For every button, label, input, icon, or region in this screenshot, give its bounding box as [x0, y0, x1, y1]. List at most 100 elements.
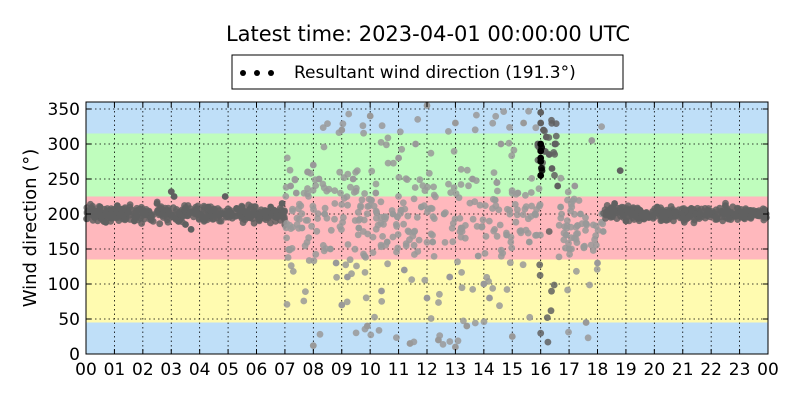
data-point [364, 230, 372, 238]
data-point [415, 236, 423, 244]
data-point [199, 214, 206, 221]
data-point [552, 132, 560, 140]
data-point [696, 210, 704, 218]
data-point [221, 193, 229, 200]
data-point [361, 269, 369, 276]
data-point [357, 202, 364, 210]
data-point [508, 244, 516, 252]
data-point [210, 215, 218, 223]
data-point [496, 302, 503, 310]
data-point [521, 205, 529, 213]
data-point [287, 225, 295, 233]
data-point [331, 187, 339, 195]
data-point [555, 221, 563, 229]
x-tick-label: 19 [615, 360, 637, 380]
data-point [577, 210, 584, 218]
data-point [361, 252, 368, 260]
data-point [367, 331, 375, 339]
data-point [410, 241, 418, 249]
data-point [283, 234, 290, 242]
legend: Resultant wind direction (191.3°) [231, 54, 624, 90]
data-point [354, 208, 362, 216]
data-point [414, 116, 422, 123]
data-point [363, 322, 371, 330]
data-point [482, 233, 490, 240]
data-point [331, 215, 338, 223]
data-point [336, 223, 344, 231]
data-point [613, 215, 621, 223]
data-point [565, 245, 573, 253]
data-point [351, 245, 359, 253]
data-point [153, 200, 161, 207]
data-point [584, 334, 592, 342]
data-point [411, 184, 419, 191]
data-point [476, 201, 484, 209]
data-point [400, 220, 407, 228]
data-point [393, 334, 400, 341]
data-point [156, 220, 164, 228]
point-series [537, 140, 546, 179]
data-point [594, 227, 602, 234]
data-point [119, 212, 127, 219]
data-point [130, 217, 138, 225]
y-tick-label: 250 [48, 170, 80, 190]
chart-title: Latest time: 2023-04-01 00:00:00 UTC [226, 22, 630, 46]
data-point [353, 184, 360, 192]
data-point [503, 231, 510, 239]
data-point [332, 259, 340, 267]
data-point [460, 317, 467, 325]
data-point [324, 120, 331, 127]
data-point [494, 187, 501, 195]
x-tick-label: 16 [530, 360, 552, 380]
data-point [244, 214, 252, 221]
data-point [557, 174, 565, 182]
data-point [97, 212, 105, 220]
data-point [591, 236, 598, 243]
data-point [398, 145, 406, 153]
data-point [527, 189, 535, 196]
data-point [519, 261, 527, 269]
data-point [524, 215, 532, 223]
data-point [384, 134, 392, 142]
data-point [489, 119, 497, 127]
data-point [278, 200, 286, 207]
data-point [564, 286, 571, 294]
data-point [435, 336, 442, 344]
data-point [346, 256, 354, 264]
data-point [725, 209, 733, 217]
data-point [458, 269, 465, 276]
data-point [586, 281, 593, 289]
data-point [679, 214, 687, 221]
data-point [471, 319, 479, 327]
data-point [508, 189, 516, 197]
data-point [593, 266, 601, 273]
data-point [383, 238, 391, 246]
data-point [368, 196, 375, 204]
data-point [401, 205, 409, 213]
data-point [296, 200, 303, 208]
data-point [548, 287, 555, 295]
data-point [361, 190, 368, 197]
data-point [473, 223, 481, 230]
data-point [448, 224, 456, 232]
data-point [589, 221, 597, 229]
data-point [292, 189, 300, 197]
point-series [282, 102, 544, 351]
data-point [379, 233, 386, 240]
data-point [352, 329, 360, 337]
data-point [316, 330, 324, 338]
data-point [309, 186, 317, 194]
data-point [525, 238, 533, 246]
data-point [355, 224, 363, 232]
data-point [403, 176, 411, 184]
data-point [463, 322, 471, 330]
data-point [493, 232, 501, 240]
data-point [312, 250, 320, 258]
data-point [446, 273, 454, 281]
data-point [210, 207, 218, 214]
x-axis-ticks: 00 01 02 03 04 05 06 07 08 09 10 11 12 13 14 15 16 17 18 19… [75, 102, 779, 380]
data-point [727, 216, 735, 224]
data-point [289, 207, 296, 215]
x-tick-label: 05 [217, 360, 239, 380]
data-point [747, 213, 755, 220]
